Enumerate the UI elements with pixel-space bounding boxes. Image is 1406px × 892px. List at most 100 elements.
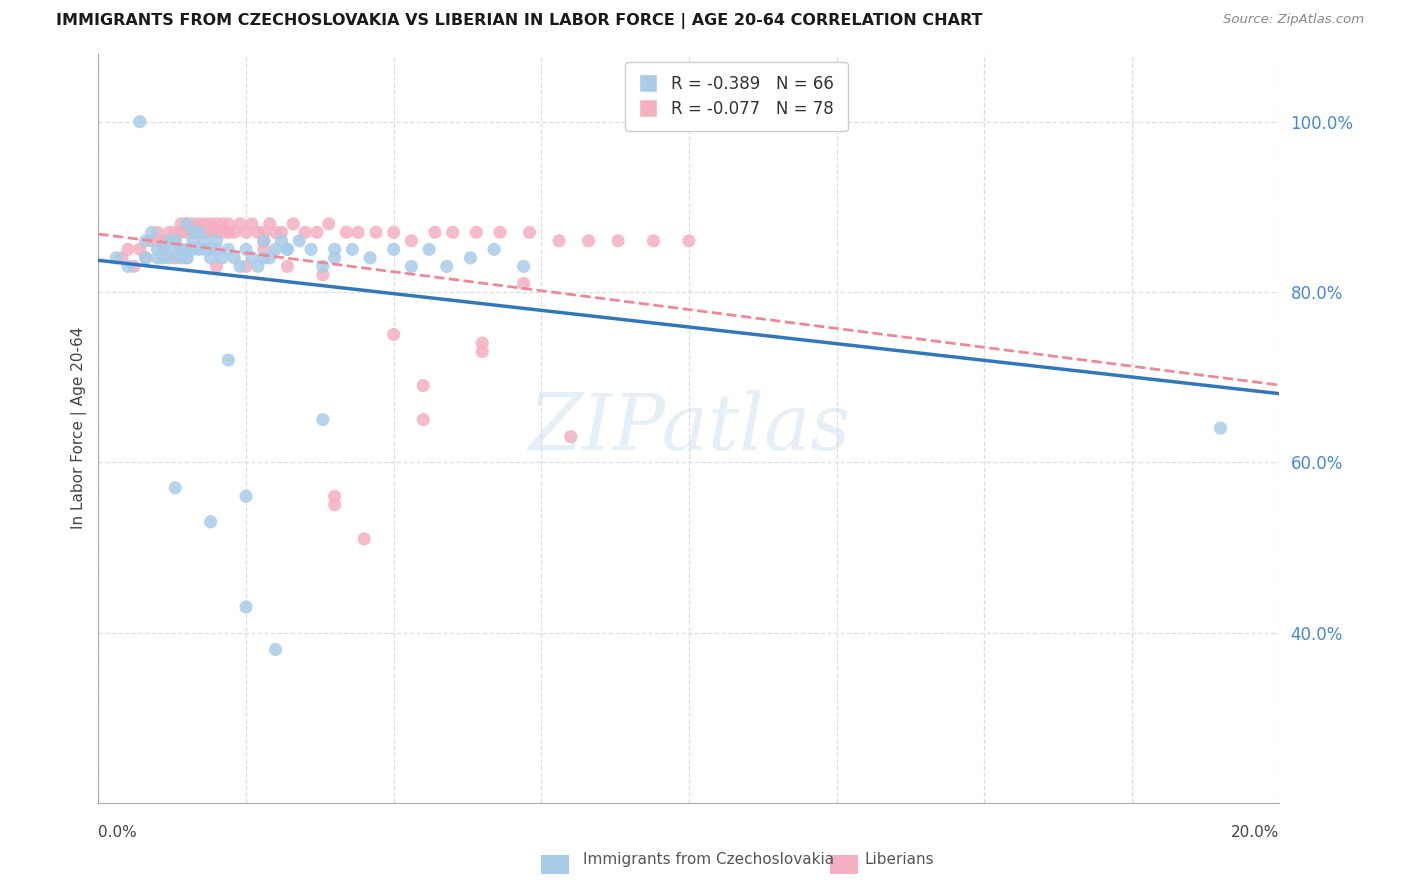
Point (276, 243, 298, 257)
Point (353, 532, 375, 546)
Point (323, 243, 346, 257)
Point (181, 225, 204, 239)
Point (135, 251, 157, 265)
Point (200, 243, 222, 257)
Point (157, 251, 180, 265)
Point (283, 217, 305, 231)
Point (157, 225, 180, 239)
Point (176, 217, 198, 231)
Point (165, 251, 187, 265)
Point (312, 268, 335, 282)
Point (643, 234, 665, 248)
Point (264, 243, 287, 257)
Point (294, 225, 316, 239)
Point (211, 251, 233, 265)
Text: IMMIGRANTS FROM CZECHOSLOVAKIA VS LIBERIAN IN LABOR FORCE | AGE 20-64 CORRELATIO: IMMIGRANTS FROM CZECHOSLOVAKIA VS LIBERI… (56, 13, 983, 29)
Point (240, 217, 263, 231)
Point (105, 251, 128, 265)
Point (342, 243, 364, 257)
Point (512, 260, 534, 274)
Point (412, 412, 434, 426)
Point (259, 251, 281, 265)
Point (194, 234, 217, 248)
Point (194, 243, 217, 257)
Point (181, 225, 204, 239)
Point (187, 243, 209, 257)
Point (436, 260, 458, 274)
Point (253, 234, 276, 248)
Point (418, 243, 440, 257)
Point (253, 225, 276, 239)
Text: 0.0%: 0.0% (98, 825, 138, 840)
Point (441, 225, 464, 239)
Point (200, 217, 222, 231)
Point (359, 251, 381, 265)
Point (165, 234, 187, 248)
Y-axis label: In Labor Force | Age 20-64: In Labor Force | Age 20-64 (72, 327, 87, 529)
Point (423, 225, 446, 239)
Point (678, 234, 700, 248)
Point (170, 251, 193, 265)
Point (135, 251, 157, 265)
Point (152, 251, 174, 265)
Point (512, 277, 534, 291)
Point (128, 243, 150, 257)
Point (205, 234, 228, 248)
Point (246, 225, 269, 239)
Point (170, 217, 193, 231)
Point (194, 217, 217, 231)
Point (187, 225, 209, 239)
Point (347, 225, 370, 239)
Point (253, 234, 276, 248)
Point (401, 260, 423, 274)
Point (465, 225, 488, 239)
Point (229, 260, 252, 274)
Point (235, 225, 257, 239)
Point (135, 234, 157, 248)
Point (146, 243, 169, 257)
Point (205, 243, 228, 257)
Point (157, 234, 180, 248)
Point (141, 225, 163, 239)
Point (128, 114, 150, 128)
Point (165, 225, 187, 239)
Point (519, 225, 541, 239)
Point (312, 260, 335, 274)
Point (548, 234, 571, 248)
Point (270, 234, 292, 248)
Point (205, 225, 228, 239)
Point (176, 217, 198, 231)
Point (122, 260, 145, 274)
Text: 20.0%: 20.0% (1232, 825, 1279, 840)
Point (489, 225, 512, 239)
Point (211, 217, 233, 231)
Point (217, 225, 239, 239)
Point (482, 243, 505, 257)
Point (170, 243, 193, 257)
Point (323, 489, 346, 503)
Point (229, 217, 252, 231)
Point (288, 234, 311, 248)
Point (235, 489, 257, 503)
Point (181, 217, 204, 231)
Point (111, 251, 134, 265)
Point (176, 243, 198, 257)
Point (305, 225, 328, 239)
Point (165, 243, 187, 257)
Point (187, 225, 209, 239)
Point (607, 234, 630, 248)
Point (270, 225, 292, 239)
Point (224, 251, 246, 265)
Point (141, 234, 163, 248)
Point (401, 234, 423, 248)
Point (264, 642, 287, 657)
Point (460, 251, 482, 265)
Point (382, 243, 405, 257)
Point (170, 225, 193, 239)
Legend: R = -0.389   N = 66, R = -0.077   N = 78: R = -0.389 N = 66, R = -0.077 N = 78 (624, 62, 848, 131)
Point (176, 225, 198, 239)
Point (323, 251, 346, 265)
Point (117, 243, 139, 257)
Point (560, 430, 582, 444)
Text: ZIPatlas: ZIPatlas (527, 390, 851, 467)
